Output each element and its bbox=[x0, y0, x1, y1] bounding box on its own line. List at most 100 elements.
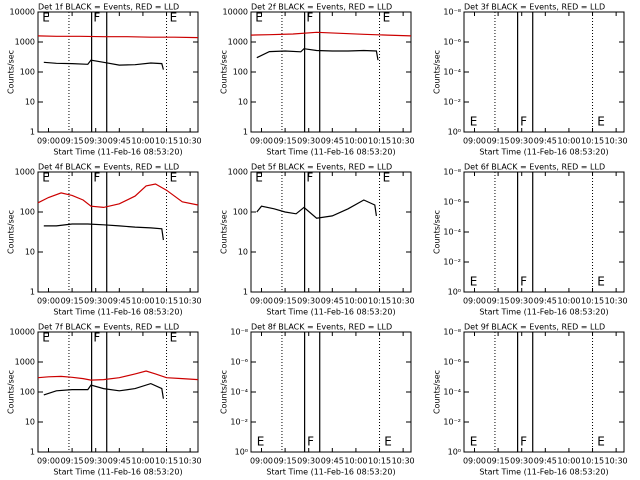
event-annotation: E bbox=[597, 115, 605, 129]
x-tick-label: 10:15 bbox=[581, 297, 604, 306]
plot-frame bbox=[37, 11, 199, 133]
panel: Det 5f BLACK = Events, RED = LLD Counts/s… bbox=[220, 163, 415, 317]
y-tick-label: 10⁻⁶ bbox=[443, 198, 461, 207]
y-tick-label: 10⁻⁸ bbox=[230, 328, 248, 337]
y-tick-label: 100 bbox=[20, 208, 35, 217]
y-tick-label: 1000 bbox=[228, 168, 248, 177]
plot-frame bbox=[37, 171, 199, 293]
x-tick-label: 10:30 bbox=[392, 457, 415, 466]
chart-title: Det 1f BLACK = Events, RED = LLD bbox=[38, 3, 179, 12]
x-tick-label: 09:30 bbox=[510, 457, 533, 466]
y-tick-label: 1000 bbox=[228, 38, 248, 47]
x-tick-label: 09:45 bbox=[534, 297, 557, 306]
chart-title: Det 4f BLACK = Events, RED = LLD bbox=[38, 163, 179, 172]
series-line bbox=[37, 35, 199, 39]
x-tick-label: 09:45 bbox=[108, 297, 131, 306]
x-tick-label: 09:30 bbox=[297, 457, 320, 466]
chart-title: Det 6f BLACK = Events, RED = LLD bbox=[464, 163, 605, 172]
event-annotation: E bbox=[170, 11, 178, 25]
y-tick-label: 10⁻⁸ bbox=[443, 328, 461, 337]
event-annotation: E bbox=[470, 435, 478, 449]
x-tick-label: 09:00 bbox=[37, 137, 60, 146]
x-tick-label: 10:00 bbox=[557, 297, 580, 306]
x-tick-label: 10:30 bbox=[605, 457, 628, 466]
x-tick-label: 09:45 bbox=[108, 457, 131, 466]
chart-title: Det 3f BLACK = Events, RED = LLD bbox=[464, 3, 605, 12]
event-annotation: E bbox=[170, 171, 178, 185]
x-axis-label: Start Time (11-Feb-16 08:53:20) bbox=[266, 468, 395, 477]
x-tick-label: 10:15 bbox=[155, 457, 178, 466]
event-annotation: E bbox=[42, 171, 50, 185]
y-tick-label: 10000 bbox=[10, 8, 35, 17]
x-tick-label: 10:00 bbox=[344, 137, 367, 146]
x-axis-label: Start Time (11-Feb-16 08:53:20) bbox=[479, 308, 608, 317]
y-tick-label: 10⁻⁸ bbox=[443, 8, 461, 17]
event-annotation: F bbox=[93, 331, 100, 345]
x-tick-label: 10:15 bbox=[155, 297, 178, 306]
x-tick-label: 09:30 bbox=[84, 137, 107, 146]
y-tick-label: 1 bbox=[30, 448, 35, 457]
event-annotation: F bbox=[520, 115, 527, 129]
y-tick-label: 100 bbox=[233, 68, 248, 77]
y-tick-label: 10⁻⁶ bbox=[443, 38, 461, 47]
x-tick-label: 09:45 bbox=[321, 457, 344, 466]
x-tick-label: 10:15 bbox=[581, 457, 604, 466]
chart-title: Det 5f BLACK = Events, RED = LLD bbox=[251, 163, 392, 172]
x-tick-label: 09:00 bbox=[37, 457, 60, 466]
x-tick-label: 09:15 bbox=[274, 297, 297, 306]
x-tick-label: 10:30 bbox=[179, 297, 202, 306]
y-tick-label: 10⁻² bbox=[443, 418, 461, 427]
y-axis-label: Counts/sec bbox=[7, 210, 16, 254]
y-tick-label: 100 bbox=[20, 388, 35, 397]
y-tick-label: 10⁻⁴ bbox=[443, 388, 461, 397]
panel: Det 7f BLACK = Events, RED = LLD Counts/s… bbox=[7, 323, 202, 477]
chart-title: Det 2f BLACK = Events, RED = LLD bbox=[251, 3, 392, 12]
x-axis-label: Start Time (11-Feb-16 08:53:20) bbox=[479, 468, 608, 477]
x-tick-label: 09:45 bbox=[534, 137, 557, 146]
y-tick-label: 10 bbox=[238, 98, 248, 107]
panel: Det 4f BLACK = Events, RED = LLD Counts/s… bbox=[7, 163, 202, 317]
x-tick-label: 10:00 bbox=[344, 297, 367, 306]
x-tick-label: 10:00 bbox=[344, 457, 367, 466]
y-axis-label: Counts/sec bbox=[220, 50, 229, 94]
y-tick-label: 10 bbox=[238, 248, 248, 257]
x-tick-label: 09:00 bbox=[250, 297, 273, 306]
y-tick-label: 100 bbox=[20, 68, 35, 77]
x-tick-label: 09:30 bbox=[510, 137, 533, 146]
x-tick-label: 10:30 bbox=[179, 137, 202, 146]
event-annotation: E bbox=[384, 435, 392, 449]
event-annotation: F bbox=[306, 11, 313, 25]
x-axis-label: Start Time (11-Feb-16 08:53:20) bbox=[53, 308, 182, 317]
panel: Det 3f BLACK = Events, RED = LLD Counts/s… bbox=[433, 3, 628, 157]
series-line bbox=[43, 223, 164, 241]
x-tick-label: 09:15 bbox=[487, 297, 510, 306]
x-tick-label: 09:30 bbox=[510, 297, 533, 306]
y-tick-label: 1000 bbox=[15, 358, 35, 367]
panel: Det 6f BLACK = Events, RED = LLD Counts/s… bbox=[433, 163, 628, 317]
y-tick-label: 10⁻² bbox=[443, 98, 461, 107]
y-tick-label: 10 bbox=[25, 98, 35, 107]
y-tick-label: 10 bbox=[25, 248, 35, 257]
x-tick-label: 09:30 bbox=[84, 457, 107, 466]
series-line bbox=[37, 183, 199, 209]
series-line bbox=[256, 48, 379, 61]
event-annotation: E bbox=[257, 435, 265, 449]
y-axis-label: Counts/sec bbox=[433, 210, 442, 254]
y-tick-label: 1 bbox=[30, 128, 35, 137]
y-tick-label: 10⁻⁶ bbox=[443, 358, 461, 367]
x-tick-label: 10:15 bbox=[581, 137, 604, 146]
y-axis-label: Counts/sec bbox=[7, 370, 16, 414]
event-annotation: F bbox=[520, 275, 527, 289]
x-tick-label: 09:00 bbox=[463, 297, 486, 306]
y-tick-label: 10⁰ bbox=[448, 128, 461, 137]
chart-title: Det 9f BLACK = Events, RED = LLD bbox=[464, 323, 605, 332]
event-annotation: F bbox=[307, 435, 314, 449]
x-tick-label: 10:30 bbox=[605, 297, 628, 306]
event-annotation: E bbox=[383, 171, 391, 185]
y-axis-label: Counts/sec bbox=[220, 210, 229, 254]
x-tick-label: 10:00 bbox=[131, 297, 154, 306]
chart-title: Det 7f BLACK = Events, RED = LLD bbox=[38, 323, 179, 332]
x-axis-label: Start Time (11-Feb-16 08:53:20) bbox=[266, 148, 395, 157]
panel: Det 1f BLACK = Events, RED = LLD Counts/s… bbox=[7, 3, 202, 157]
x-tick-label: 09:15 bbox=[274, 137, 297, 146]
